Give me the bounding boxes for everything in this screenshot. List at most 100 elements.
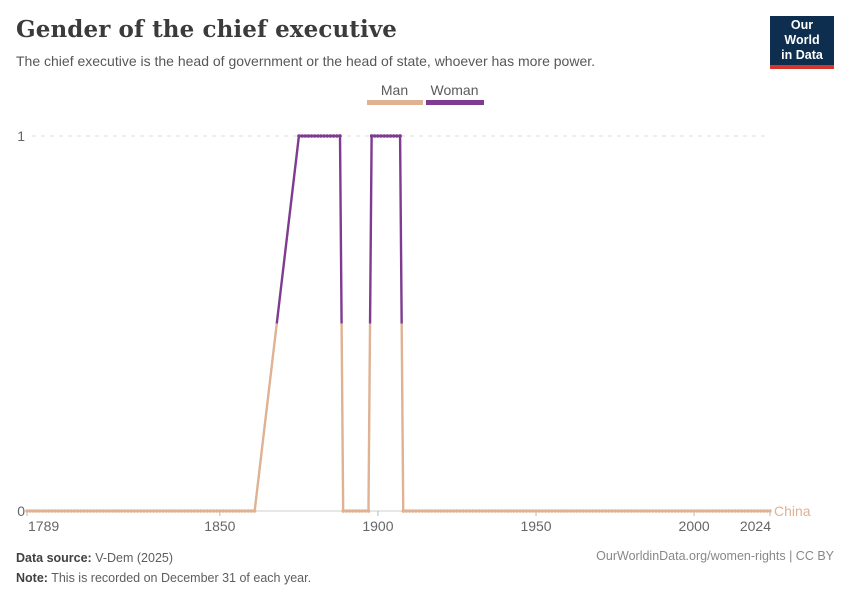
data-point[interactable]: [202, 509, 206, 513]
data-point[interactable]: [546, 509, 551, 513]
data-point[interactable]: [480, 509, 484, 513]
data-point[interactable]: [679, 509, 684, 513]
data-point[interactable]: [227, 509, 232, 513]
data-point[interactable]: [644, 509, 649, 513]
data-point[interactable]: [246, 509, 251, 513]
data-point[interactable]: [565, 509, 570, 513]
data-point[interactable]: [708, 509, 712, 513]
legend-item-man[interactable]: Man: [366, 82, 423, 105]
data-point[interactable]: [151, 509, 156, 513]
series-segment[interactable]: [338, 135, 343, 324]
data-point[interactable]: [537, 509, 541, 513]
data-point[interactable]: [161, 509, 165, 513]
data-point[interactable]: [382, 134, 386, 138]
data-point[interactable]: [626, 509, 630, 513]
series-segment[interactable]: [253, 323, 278, 512]
data-point[interactable]: [417, 509, 421, 513]
data-point[interactable]: [173, 509, 178, 513]
data-point[interactable]: [167, 509, 171, 513]
data-point[interactable]: [758, 509, 763, 513]
data-point[interactable]: [56, 509, 61, 513]
data-point[interactable]: [540, 509, 545, 513]
data-point[interactable]: [616, 509, 620, 513]
data-point[interactable]: [91, 509, 96, 513]
data-point[interactable]: [746, 509, 750, 513]
data-point[interactable]: [474, 509, 478, 513]
data-point[interactable]: [113, 509, 118, 513]
license-link[interactable]: OurWorldinData.org/women-rights | CC BY: [596, 549, 834, 563]
data-point[interactable]: [37, 509, 42, 513]
data-point[interactable]: [369, 134, 374, 138]
data-point[interactable]: [177, 509, 181, 513]
data-point[interactable]: [199, 509, 203, 513]
data-point[interactable]: [635, 509, 639, 513]
data-point[interactable]: [521, 509, 526, 513]
data-point[interactable]: [600, 509, 605, 513]
data-point[interactable]: [218, 509, 222, 513]
data-point[interactable]: [379, 134, 383, 138]
data-point[interactable]: [328, 134, 333, 138]
data-point[interactable]: [34, 509, 39, 513]
data-point[interactable]: [515, 509, 519, 513]
data-point[interactable]: [79, 509, 83, 513]
data-point[interactable]: [319, 134, 323, 138]
data-point[interactable]: [486, 509, 491, 513]
data-point[interactable]: [509, 509, 513, 513]
data-point[interactable]: [569, 509, 573, 513]
data-point[interactable]: [376, 134, 380, 138]
data-point[interactable]: [673, 509, 677, 513]
data-point[interactable]: [145, 509, 149, 513]
data-point[interactable]: [660, 509, 665, 513]
data-point[interactable]: [657, 509, 662, 513]
data-point[interactable]: [629, 509, 633, 513]
data-point[interactable]: [63, 509, 67, 513]
data-point[interactable]: [44, 509, 48, 513]
data-point[interactable]: [439, 509, 443, 513]
data-point[interactable]: [575, 509, 579, 513]
data-point[interactable]: [512, 509, 516, 513]
data-point[interactable]: [180, 509, 184, 513]
data-point[interactable]: [505, 509, 510, 513]
data-point[interactable]: [107, 509, 111, 513]
data-point[interactable]: [584, 509, 589, 513]
data-point[interactable]: [170, 509, 175, 513]
data-point[interactable]: [534, 509, 538, 513]
data-point[interactable]: [717, 509, 722, 513]
data-point[interactable]: [588, 509, 592, 513]
data-point[interactable]: [607, 509, 611, 513]
data-point[interactable]: [154, 509, 159, 513]
data-point[interactable]: [730, 509, 734, 513]
data-point[interactable]: [765, 509, 769, 513]
data-point[interactable]: [75, 509, 80, 513]
data-point[interactable]: [322, 134, 326, 138]
data-point[interactable]: [373, 134, 377, 138]
data-point[interactable]: [385, 134, 390, 138]
data-point[interactable]: [335, 134, 339, 138]
data-point[interactable]: [66, 509, 70, 513]
data-point[interactable]: [85, 509, 89, 513]
data-point[interactable]: [249, 509, 254, 513]
data-point[interactable]: [25, 509, 29, 513]
data-point[interactable]: [120, 509, 124, 513]
data-point[interactable]: [88, 509, 92, 513]
data-point[interactable]: [705, 509, 709, 513]
data-point[interactable]: [392, 134, 396, 138]
data-point[interactable]: [338, 134, 342, 138]
data-point[interactable]: [407, 509, 412, 513]
data-point[interactable]: [395, 134, 399, 138]
data-point[interactable]: [724, 509, 728, 513]
data-point[interactable]: [464, 509, 469, 513]
data-point[interactable]: [398, 134, 402, 138]
data-point[interactable]: [768, 509, 772, 513]
data-point[interactable]: [196, 509, 200, 513]
data-point[interactable]: [743, 509, 747, 513]
data-point[interactable]: [205, 509, 209, 513]
data-point[interactable]: [619, 509, 624, 513]
data-point[interactable]: [490, 509, 494, 513]
data-point[interactable]: [632, 509, 636, 513]
data-point[interactable]: [553, 509, 557, 513]
data-point[interactable]: [215, 509, 219, 513]
data-point[interactable]: [388, 134, 393, 138]
data-point[interactable]: [559, 509, 564, 513]
